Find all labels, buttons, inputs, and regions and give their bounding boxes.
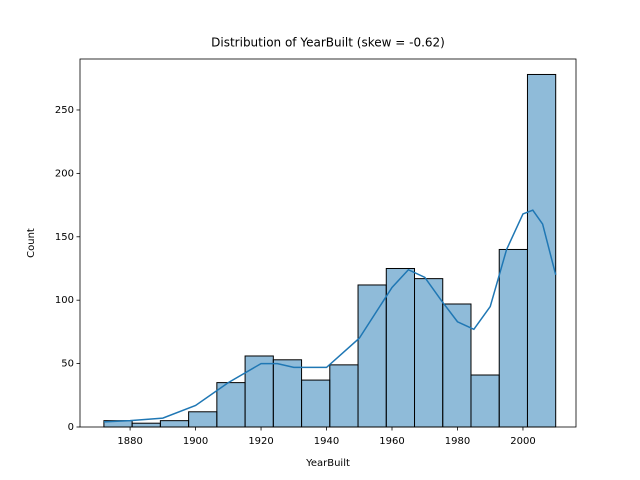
bar (498, 248, 528, 428)
bar (357, 284, 387, 428)
y-tick-label: 150 (55, 232, 74, 243)
bar (131, 422, 161, 428)
bar (470, 374, 500, 428)
y-tick-label: 200 (55, 168, 74, 179)
bar (244, 355, 274, 428)
x-tick-label: 1980 (445, 436, 470, 447)
bar (216, 382, 246, 428)
x-axis-label: YearBuilt (305, 458, 350, 469)
bar (159, 420, 190, 428)
x-tick-label: 1880 (117, 436, 142, 447)
bar (414, 278, 444, 428)
y-axis-label: Count (26, 228, 37, 258)
x-tick-label: 1940 (314, 436, 339, 447)
bar (329, 364, 359, 428)
chart-title: Distribution of YearBuilt (skew = -0.62) (211, 36, 445, 50)
x-tick-label: 1960 (379, 436, 404, 447)
bar (301, 379, 331, 428)
bar (385, 267, 416, 428)
x-tick-label: 1920 (248, 436, 273, 447)
bar (526, 73, 557, 428)
x-tick-label: 2000 (510, 436, 535, 447)
y-tick-label: 250 (55, 105, 74, 116)
x-tick-label: 1900 (183, 436, 208, 447)
y-tick-label: 50 (61, 359, 74, 370)
y-tick-label: 100 (55, 295, 74, 306)
bar (188, 411, 218, 428)
kde-line (103, 209, 557, 423)
bar (442, 303, 472, 428)
bar (272, 359, 303, 428)
plot-frame (79, 58, 577, 428)
y-tick-label: 0 (68, 422, 74, 433)
